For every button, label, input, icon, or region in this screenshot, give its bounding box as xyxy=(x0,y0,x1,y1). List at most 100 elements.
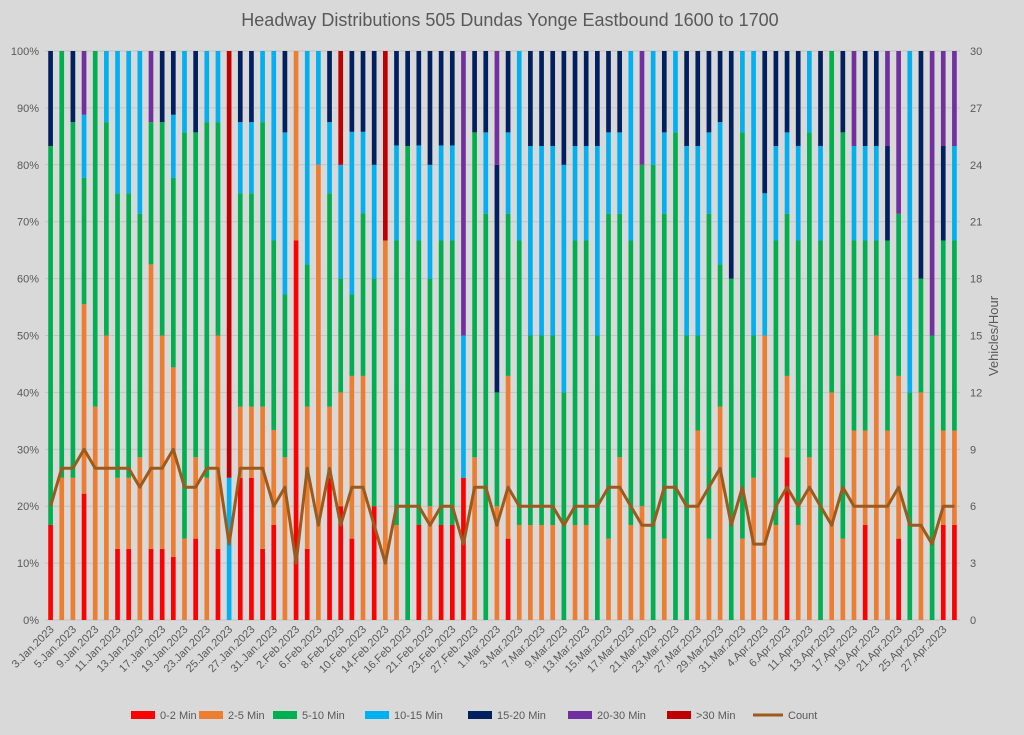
bar-segment xyxy=(70,51,76,123)
y-tick-label: 30% xyxy=(17,444,39,456)
bar-segment xyxy=(807,457,812,620)
bar-segment xyxy=(360,375,366,620)
bar-segment xyxy=(807,132,812,458)
bar-segment xyxy=(204,477,210,620)
bar-segment xyxy=(528,335,533,525)
bar-segment xyxy=(862,146,868,241)
bar-segment xyxy=(684,146,689,336)
bar-segment xyxy=(349,131,355,295)
legend-label: Count xyxy=(788,710,817,722)
bar-segment xyxy=(182,132,187,539)
bar-segment xyxy=(237,51,243,123)
bar-segment xyxy=(606,132,611,214)
bar-segment xyxy=(438,145,444,241)
bar-segment xyxy=(639,506,645,620)
bar-segment xyxy=(505,213,511,376)
bar-segment xyxy=(572,240,578,525)
bar-segment xyxy=(282,51,288,133)
bar-segment xyxy=(81,304,87,494)
bar-segment xyxy=(516,524,522,620)
bar-segment xyxy=(249,193,254,407)
bar-segment xyxy=(483,132,489,214)
bar-segment xyxy=(695,51,701,147)
bar-segment xyxy=(327,477,332,620)
bar-segment xyxy=(104,122,109,336)
bar-segment xyxy=(115,477,120,549)
legend-label: 20-30 Min xyxy=(597,710,646,722)
bar-segment xyxy=(773,240,779,525)
bar-segment xyxy=(606,51,611,133)
bar-segment xyxy=(539,524,544,620)
bar-segment xyxy=(416,240,422,525)
bar-segment xyxy=(795,146,801,241)
legend-label: >30 Min xyxy=(696,710,735,722)
bar-segment xyxy=(148,548,154,620)
bar-segment xyxy=(271,524,277,620)
bar-segment xyxy=(795,240,801,525)
bar-segment xyxy=(382,51,388,241)
bar-segment xyxy=(59,51,65,478)
bar-segment xyxy=(48,524,53,620)
bar-segment xyxy=(126,477,132,549)
bar-segment xyxy=(249,477,254,620)
bar-segment xyxy=(282,132,288,295)
bar-segment xyxy=(829,392,835,620)
bar-segment xyxy=(193,538,198,620)
bar-segment xyxy=(929,51,935,336)
bar-segment xyxy=(795,524,801,620)
bar-segment xyxy=(349,375,355,539)
y2-tick-label: 9 xyxy=(970,444,976,456)
bar-segment xyxy=(405,146,410,620)
bar-segment xyxy=(304,264,310,407)
bar-segment xyxy=(885,240,890,431)
bar-segment xyxy=(104,335,109,620)
bar-segment xyxy=(528,524,533,620)
bar-segment xyxy=(237,193,243,407)
bar-segment xyxy=(449,145,455,241)
bar-segment xyxy=(940,51,946,147)
y2-tick-label: 0 xyxy=(970,615,976,627)
bar-segment xyxy=(818,240,823,621)
legend-label: 0-2 Min xyxy=(160,710,197,722)
bar-segment xyxy=(226,477,232,620)
bar-segment xyxy=(751,477,756,620)
bar-segment xyxy=(706,132,712,214)
bar-segment xyxy=(885,146,890,241)
bar-segment xyxy=(81,177,87,305)
bar-segment xyxy=(851,240,857,431)
bar-segment xyxy=(193,51,198,133)
bar-segment xyxy=(260,122,265,407)
legend-swatch xyxy=(131,711,155,719)
bar-segment xyxy=(327,406,332,478)
bar-segment xyxy=(115,193,120,478)
bar-segment xyxy=(572,51,578,147)
y-axis-left: 0% 10% 20% 30% 40% 50% 60% 70% 80% 90% 100% xyxy=(11,46,39,627)
bar-segment xyxy=(215,548,221,620)
bar-segment xyxy=(293,51,299,241)
bar-segment xyxy=(717,406,723,620)
y-tick-label: 10% xyxy=(17,558,39,570)
bar-segment xyxy=(873,51,879,147)
bar-segment xyxy=(539,335,544,525)
bar-segment xyxy=(449,240,455,525)
legend-label: 5-10 Min xyxy=(302,710,345,722)
bar-segment xyxy=(438,524,444,620)
bar-segment xyxy=(561,392,567,620)
bar-segment xyxy=(583,51,589,147)
bar-segment xyxy=(940,146,946,241)
bar-segment xyxy=(104,51,109,123)
bar-segment xyxy=(416,524,422,620)
bar-segment xyxy=(148,264,154,549)
bar-segment xyxy=(360,131,366,214)
bar-segment xyxy=(449,51,455,146)
bar-segment xyxy=(896,538,901,620)
bar-segment xyxy=(773,524,779,620)
bar-segment xyxy=(494,392,500,507)
bar-segment xyxy=(606,213,611,539)
bar-segment xyxy=(595,335,600,620)
bar-segment xyxy=(773,146,779,241)
bar-segment xyxy=(661,213,667,539)
bar-segment xyxy=(148,51,154,123)
bar-segment xyxy=(550,335,556,525)
bar-segment xyxy=(338,392,344,507)
